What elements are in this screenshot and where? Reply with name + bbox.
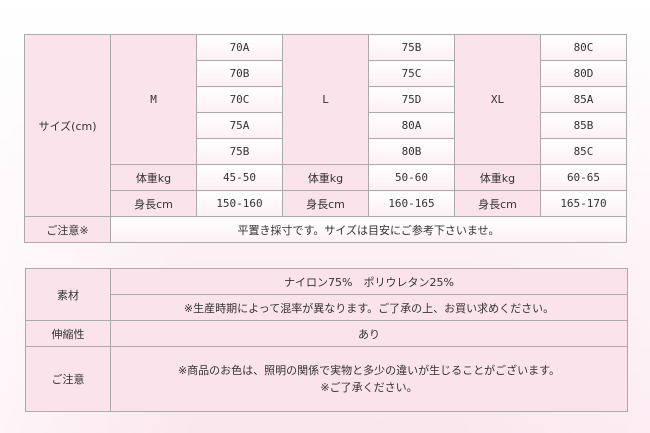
height-label: 身長cm xyxy=(110,190,197,217)
size-m: M xyxy=(110,34,197,165)
height-label: 身長cm xyxy=(454,190,541,217)
cup-cell: 75A xyxy=(196,112,283,139)
height-label: 身長cm xyxy=(282,190,369,217)
weight-value: 45-50 xyxy=(196,164,283,191)
note-label: ご注意※ xyxy=(24,216,111,243)
caution-label: ご注意 xyxy=(25,346,111,412)
cup-cell: 75D xyxy=(368,86,455,113)
cup-cell: 80C xyxy=(540,34,627,61)
size-table: サイズ(cm) M 70A L 75B XL 80C 70B 75C 80D 7… xyxy=(24,34,627,243)
caution-line-2: ※ご了承ください。 xyxy=(320,381,418,394)
size-label: サイズ(cm) xyxy=(24,34,111,217)
size-xl: XL xyxy=(454,34,541,165)
cup-cell: 75B xyxy=(368,34,455,61)
material-value: ナイロン75% ポリウレタン25% xyxy=(110,268,628,295)
stretch-value: あり xyxy=(110,320,628,347)
height-value: 160-165 xyxy=(368,190,455,217)
cup-cell: 85B xyxy=(540,112,627,139)
cup-cell: 75C xyxy=(368,60,455,87)
size-l: L xyxy=(282,34,369,165)
stretch-label: 伸縮性 xyxy=(25,320,111,347)
weight-value: 50-60 xyxy=(368,164,455,191)
weight-label: 体重kg xyxy=(282,164,369,191)
note-text: 平置き採寸です。サイズは目安にご参考下さいませ。 xyxy=(110,216,627,243)
cup-cell: 80A xyxy=(368,112,455,139)
cup-cell: 80D xyxy=(540,60,627,87)
cup-cell: 85A xyxy=(540,86,627,113)
cup-cell: 70A xyxy=(196,34,283,61)
cup-cell: 75B xyxy=(196,138,283,165)
caution-text: ※商品のお色は、照明の関係で実物と多少の違いが生じることがございます。 ※ご了承… xyxy=(110,346,628,412)
weight-label: 体重kg xyxy=(110,164,197,191)
cup-cell: 85C xyxy=(540,138,627,165)
material-note: ※生産時期によって混率が異なります。ご了承の上、お買い求めください。 xyxy=(110,294,628,321)
weight-label: 体重kg xyxy=(454,164,541,191)
height-value: 165-170 xyxy=(540,190,627,217)
spec-table: 素材 ナイロン75% ポリウレタン25% ※生産時期によって混率が異なります。ご… xyxy=(25,268,628,412)
weight-value: 60-65 xyxy=(540,164,627,191)
height-value: 150-160 xyxy=(196,190,283,217)
caution-line-1: ※商品のお色は、照明の関係で実物と多少の違いが生じることがございます。 xyxy=(177,364,561,377)
cup-cell: 80B xyxy=(368,138,455,165)
cup-cell: 70C xyxy=(196,86,283,113)
material-label: 素材 xyxy=(25,268,111,321)
cup-cell: 70B xyxy=(196,60,283,87)
